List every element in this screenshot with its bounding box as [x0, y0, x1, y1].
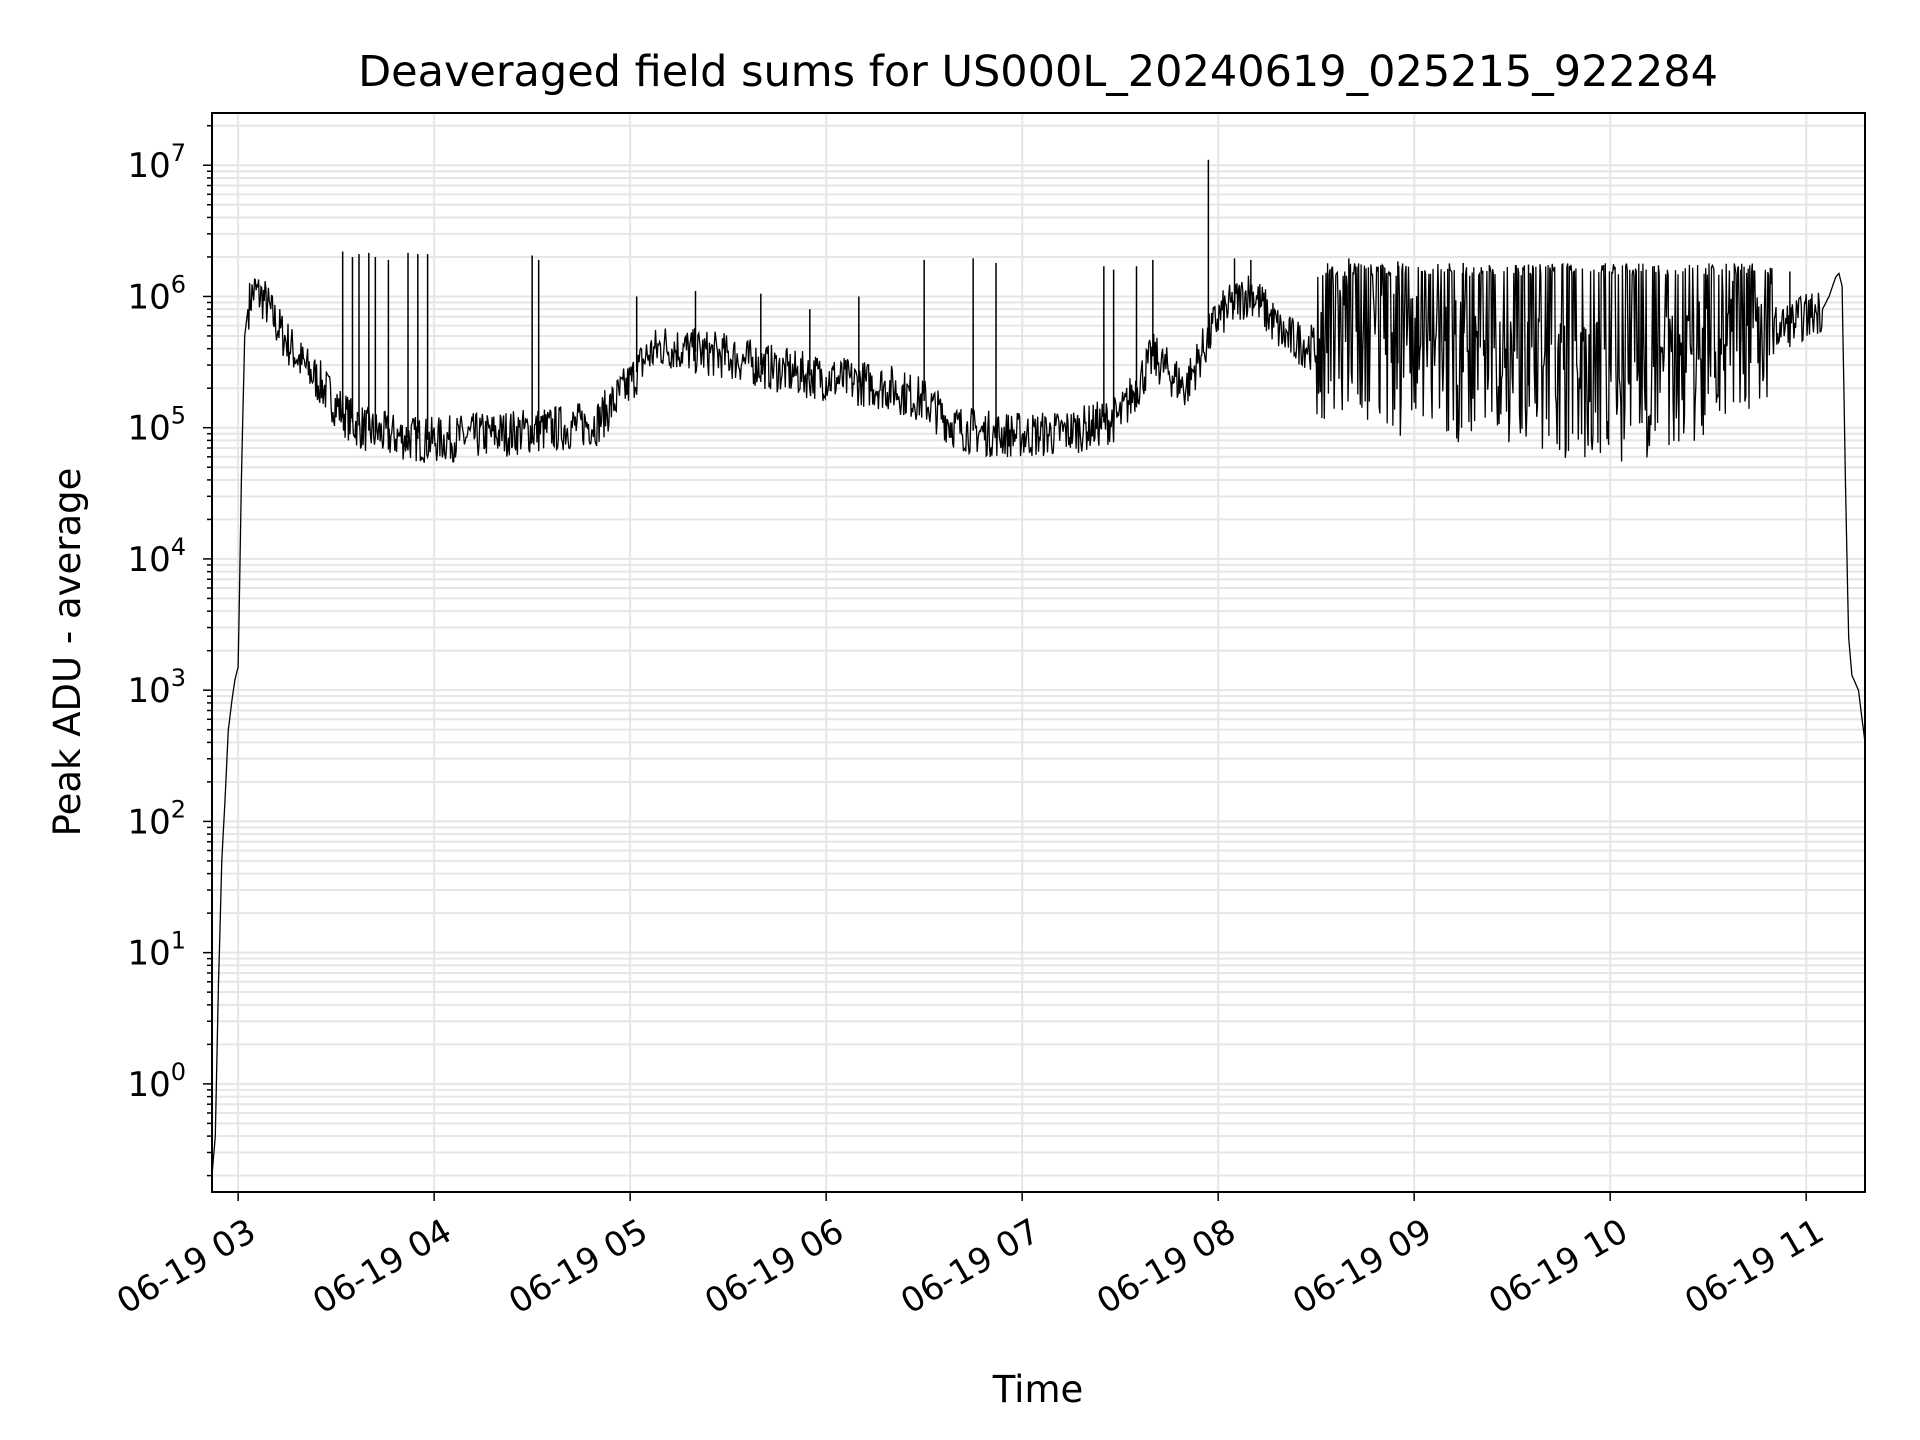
- y-tick-label: 103: [127, 664, 186, 711]
- y-tick-exponent: 4: [171, 533, 186, 561]
- y-tick-label: 102: [127, 795, 186, 842]
- x-axis-label: Time: [992, 1368, 1084, 1411]
- y-tick-label: 105: [127, 402, 186, 449]
- y-tick-base: 10: [127, 934, 170, 974]
- y-tick-exponent: 0: [171, 1058, 186, 1086]
- series-lines: [211, 159, 1866, 1176]
- y-tick-label: 100: [127, 1058, 186, 1105]
- y-tick-label: 101: [127, 927, 186, 974]
- y-tick-base: 10: [127, 540, 170, 580]
- y-tick-base: 10: [127, 409, 170, 449]
- y-tick-exponent: 3: [171, 664, 186, 692]
- y-tick-base: 10: [127, 671, 170, 711]
- grid: [212, 113, 1865, 1192]
- y-tick-base: 10: [127, 277, 170, 317]
- y-tick-base: 10: [127, 802, 170, 842]
- y-tick-label: 104: [127, 533, 186, 580]
- chart-title: Deaveraged field sums for US000L_2024061…: [358, 47, 1718, 97]
- y-tick-label: 107: [127, 139, 186, 186]
- y-tick-base: 10: [127, 146, 170, 186]
- y-tick-label: 106: [127, 270, 186, 317]
- y-tick-exponent: 6: [171, 270, 186, 298]
- y-axis-label: Peak ADU - average: [46, 468, 89, 837]
- y-tick-exponent: 7: [171, 139, 186, 167]
- y-tick-exponent: 2: [171, 795, 186, 823]
- series-line: [211, 262, 1866, 1176]
- plot-frame: [211, 112, 1866, 1193]
- y-tick-base: 10: [127, 1065, 170, 1105]
- y-tick-exponent: 1: [171, 927, 186, 955]
- y-tick-exponent: 5: [171, 402, 186, 430]
